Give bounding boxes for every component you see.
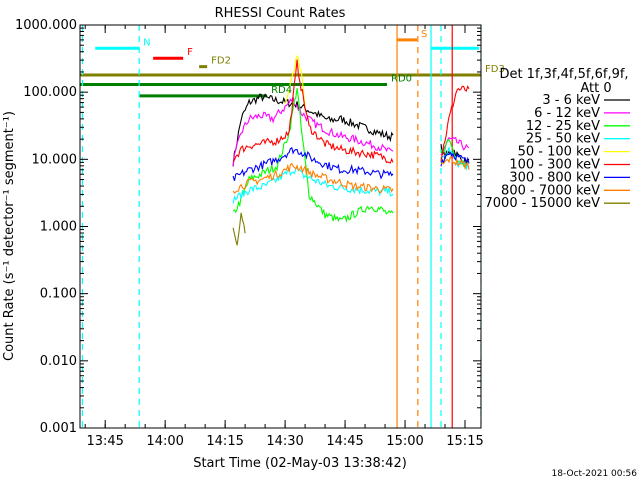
x-tick-label: 13:45 [86,434,123,449]
legend-header-line-2: Att 0 [580,81,611,96]
legend-label-6: 300 - 800 keV [509,170,600,185]
legend: Det 1f,3f,4f,5f,6f,9f, Att 0 3 - 6 keV6 … [485,67,630,211]
legend-header-line-1: Det 1f,3f,4f,5f,6f,9f, [499,67,628,82]
legend-label-1: 6 - 12 keV [534,106,600,121]
y-tick-label: 10.000 [32,152,78,167]
x-tick-label: 15:00 [386,434,423,449]
y-tick-label: 100.000 [23,85,77,100]
legend-label-0: 3 - 6 keV [542,93,600,108]
x-tick-label: 14:30 [266,434,303,449]
x-axis: 13:45 14:00 14:15 14:30 14:45 15:00 15:15 [84,25,484,449]
annotation-label-fd2: FD2 [211,56,231,67]
footer-date: 18-Oct-2021 00:56 [552,469,638,479]
series-line-800-7000-kev [232,162,394,194]
annotation-label-f: F [187,47,193,58]
series-line-300-800-kev [232,146,394,181]
y-tick-label: 0.001 [40,421,77,436]
annotation-label-rd4: RD4 [271,85,292,96]
series-line-50-100-kev [284,54,306,107]
annotation-label-rd0: RD0 [391,74,412,85]
x-tick-label: 15:15 [446,434,483,449]
annotation-label-fd3: FD3 [485,64,505,75]
y-tick-label: 1.000 [40,220,77,235]
y-tick-label: 0.010 [40,354,77,369]
x-tick-label: 14:45 [326,434,363,449]
series-line-12-25-kev [232,88,394,223]
legend-label-2: 12 - 25 keV [526,119,600,134]
legend-label-3: 25 - 50 keV [526,132,600,147]
annotation-label-n: N [143,37,150,48]
series-line-100-300-kev [232,59,394,164]
legend-label-8: 7000 - 15000 keV [485,196,601,211]
series-line-25-50-kev [232,166,394,204]
series-line-300-800-kev-after-gap [440,151,470,167]
series-line-3-6-kev [232,93,394,167]
x-axis-label: Start Time (02-May-03 13:38:42) [193,456,407,471]
x-tick-label: 14:15 [206,434,243,449]
series-line-100-300-kev-after-gap [440,85,470,162]
legend-label-4: 50 - 100 keV [518,145,601,160]
x-tick-label: 14:00 [146,434,183,449]
series-line-800-7000-kev-after-gap [440,155,470,171]
series-line-7000-15000-kev [232,212,246,246]
y-axis: 0.001 0.010 0.100 1.000 10.000 100.000 1000.00… [15,18,481,436]
y-tick-label: 0.100 [40,287,77,302]
annotation-label-s: S [421,29,427,40]
chart-title: RHESSI Count Rates [215,6,346,21]
legend-label-7: 800 - 7000 keV [501,183,600,198]
legend-label-5: 100 - 300 keV [509,158,600,173]
y-axis-label: Count Rate (s⁻¹ detector⁻¹ segment⁻¹) [2,111,17,361]
series-line-6-12-kev [232,96,394,167]
y-tick-label: 1000.000 [15,18,77,33]
